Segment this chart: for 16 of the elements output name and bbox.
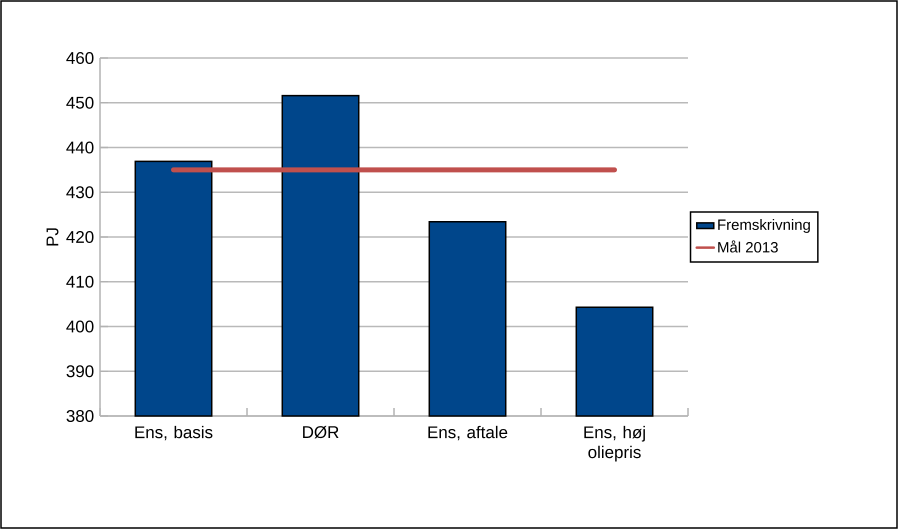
legend-label: Fremskrivning <box>718 219 810 233</box>
y-tick-label: 410 <box>66 276 94 288</box>
y-tick-label: 430 <box>66 186 94 198</box>
x-tick-label: DØR <box>303 426 339 438</box>
y-tick-label: 380 <box>66 410 94 422</box>
y-tick-label: 460 <box>66 52 94 64</box>
y-tick-label: 450 <box>66 96 94 109</box>
y-axis-title: PJ <box>46 228 58 246</box>
x-tick-label: Ens, høj oliepris <box>584 426 645 462</box>
y-tick-label: 440 <box>66 141 94 154</box>
y-tick-label: 420 <box>66 230 94 243</box>
y-tick-label: 390 <box>66 365 94 378</box>
y-tick-label: 400 <box>66 320 94 332</box>
x-tick-label: Ens, aftale <box>428 426 508 440</box>
x-tick-label: Ens, basis <box>135 426 212 440</box>
legend-label: Mål 2013 <box>718 240 778 253</box>
